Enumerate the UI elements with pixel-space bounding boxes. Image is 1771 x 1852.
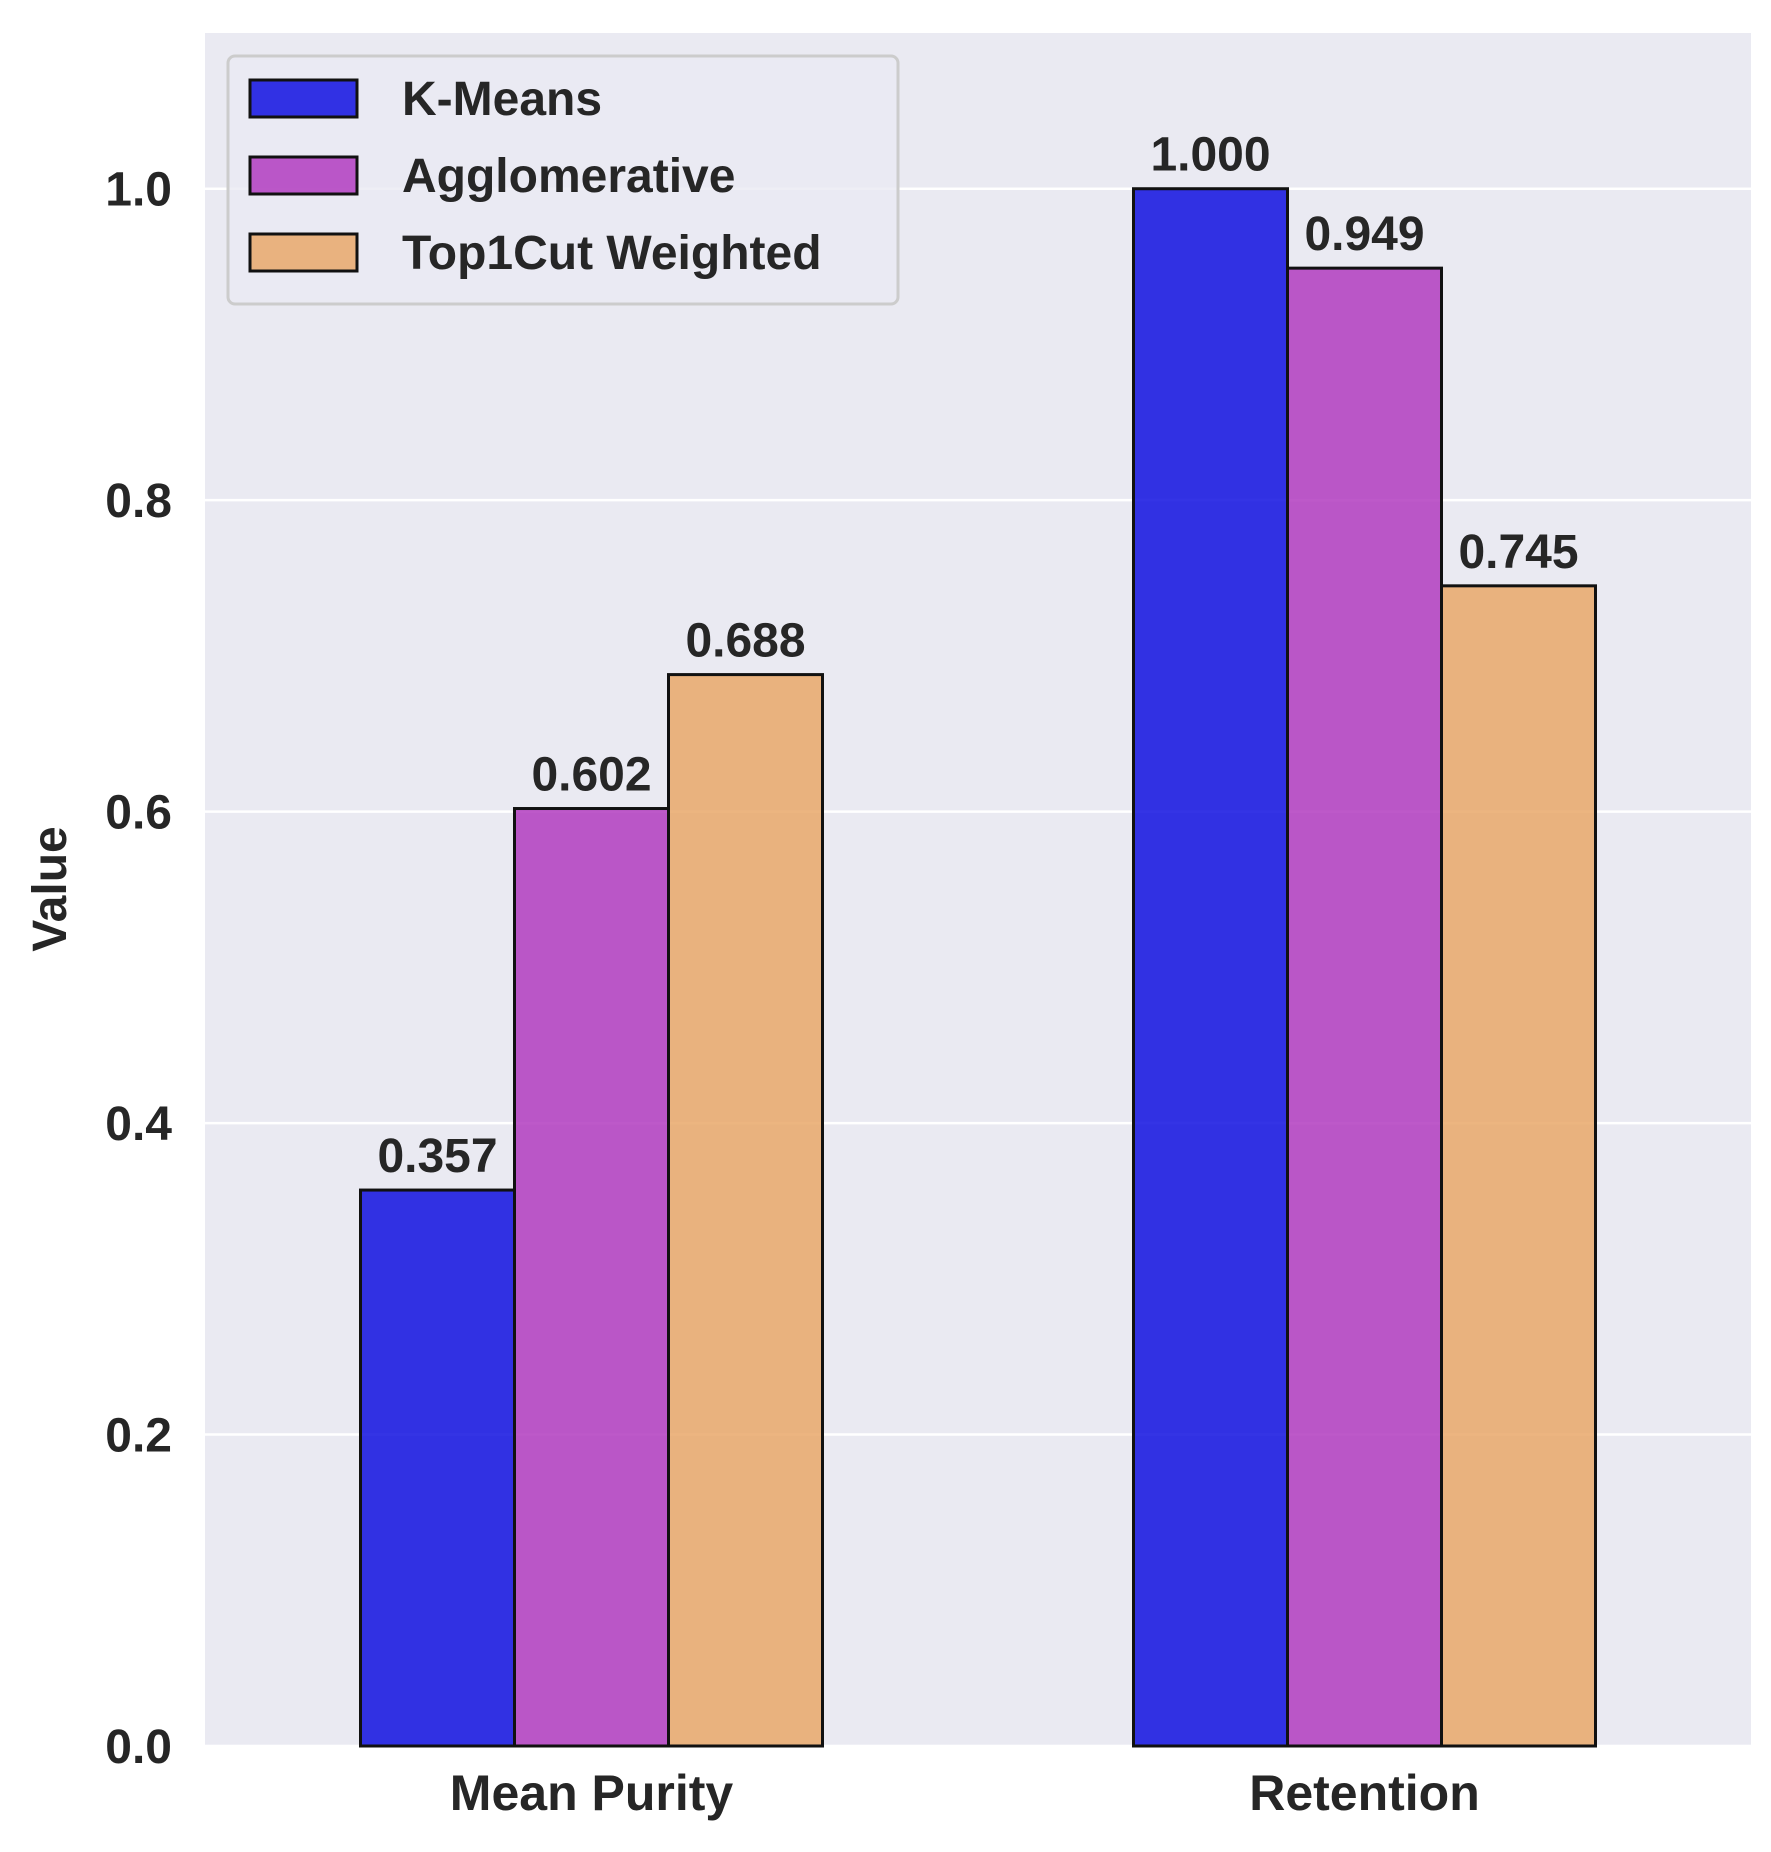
data-label: 0.357 — [377, 1130, 497, 1183]
data-label: 0.745 — [1458, 526, 1578, 579]
y-axis-label: Value — [24, 826, 77, 951]
x-tick-label: Retention — [1249, 1765, 1480, 1821]
bars — [359, 187, 1597, 1748]
y-tick-label: 0.4 — [105, 1098, 172, 1151]
y-tick-label: 0.6 — [105, 787, 172, 840]
legend-box — [226, 54, 900, 306]
legend-label: Top1Cut Weighted — [402, 227, 822, 280]
legend-swatch — [248, 155, 359, 196]
x-axis-ticks: Mean Purity Retention — [450, 1765, 1480, 1821]
legend-swatch — [248, 232, 359, 273]
y-tick-label: 1.0 — [105, 164, 172, 217]
data-labels: 0.357 0.602 0.688 1.000 0.949 0.745 — [377, 129, 1578, 1183]
bar-top1cut-weighted-mean-purity — [667, 673, 824, 1748]
y-tick-label: 0.2 — [105, 1410, 172, 1463]
x-tick-label: Mean Purity — [450, 1765, 734, 1821]
data-label: 0.602 — [531, 749, 651, 802]
bar-k-means-retention — [1132, 187, 1289, 1748]
y-tick-label: 0.0 — [105, 1721, 172, 1774]
bar-top1cut-weighted-retention — [1440, 584, 1597, 1748]
data-label: 0.949 — [1304, 208, 1424, 261]
bar-agglomerative-retention — [1286, 266, 1443, 1748]
legend-label: K-Means — [402, 73, 602, 126]
legend-label: Agglomerative — [402, 150, 735, 203]
bar-agglomerative-mean-purity — [513, 807, 670, 1748]
y-axis-ticks: 0.0 0.2 0.4 0.6 0.8 1.0 — [105, 164, 172, 1774]
legend-swatch — [248, 78, 359, 119]
data-label: 0.688 — [685, 615, 805, 668]
data-label: 1.000 — [1150, 129, 1270, 182]
bar-k-means-mean-purity — [359, 1188, 516, 1748]
y-tick-label: 0.8 — [105, 475, 172, 528]
legend: K-Means Agglomerative Top1Cut Weighted — [226, 54, 900, 306]
